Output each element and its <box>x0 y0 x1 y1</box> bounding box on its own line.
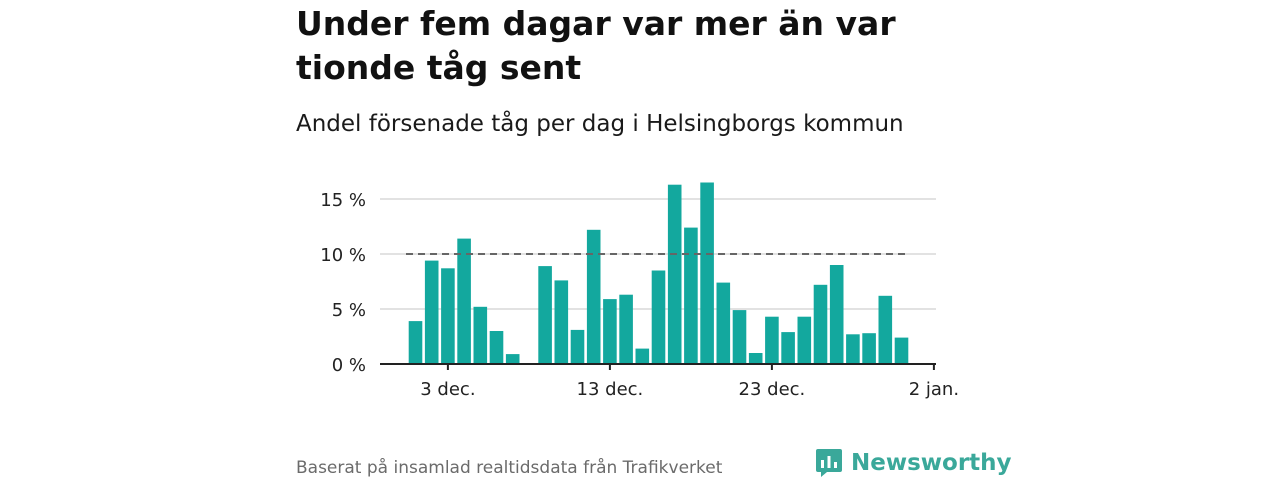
bar <box>684 227 698 364</box>
bar <box>570 329 585 364</box>
bar <box>538 266 552 364</box>
bar <box>797 316 812 364</box>
bar <box>505 354 520 364</box>
y-tick-label: 15 % <box>320 190 366 211</box>
bar <box>586 229 601 364</box>
bar <box>635 348 650 364</box>
newsworthy-brand: Newsworthy <box>815 446 1012 480</box>
bar <box>716 282 731 364</box>
bar <box>619 294 633 364</box>
y-tick-label: 0 % <box>332 355 366 376</box>
x-tick-label: 13 dec. <box>577 379 644 400</box>
bar <box>829 265 844 364</box>
bar <box>408 321 423 364</box>
bar <box>862 333 876 364</box>
bar <box>765 316 779 364</box>
bar <box>457 238 471 364</box>
bar <box>473 306 488 364</box>
bar <box>748 353 763 364</box>
x-tick-label: 23 dec. <box>739 379 806 400</box>
bar <box>878 295 893 364</box>
bar <box>424 260 439 364</box>
bar <box>441 268 455 364</box>
bar <box>894 337 909 364</box>
bar <box>554 280 569 364</box>
bar-chart: 0 % 5 % 10 % 15 % 3 dec. 13 dec. 23 dec. 2 jan. <box>320 182 959 400</box>
bar <box>732 310 747 364</box>
y-tick-label: 10 % <box>320 245 366 266</box>
bar <box>603 299 617 364</box>
bar <box>489 331 504 364</box>
bar <box>781 332 795 364</box>
newsworthy-logo-icon <box>816 449 842 477</box>
brand-name: Newsworthy <box>851 450 1012 476</box>
chart-subtitle: Andel försenade tåg per dag i Helsingbor… <box>296 111 904 137</box>
bar <box>813 284 828 364</box>
bar <box>651 270 666 364</box>
bar <box>700 182 714 364</box>
y-tick-label: 5 % <box>332 300 366 321</box>
bar <box>846 334 860 364</box>
chart-title: Under fem dagar var mer än var tionde tå… <box>296 4 896 87</box>
source-note: Baserat på insamlad realtidsdata från Tr… <box>296 458 723 478</box>
x-tick-label: 2 jan. <box>909 379 959 400</box>
x-tick-label: 3 dec. <box>420 379 475 400</box>
bar <box>667 184 682 364</box>
